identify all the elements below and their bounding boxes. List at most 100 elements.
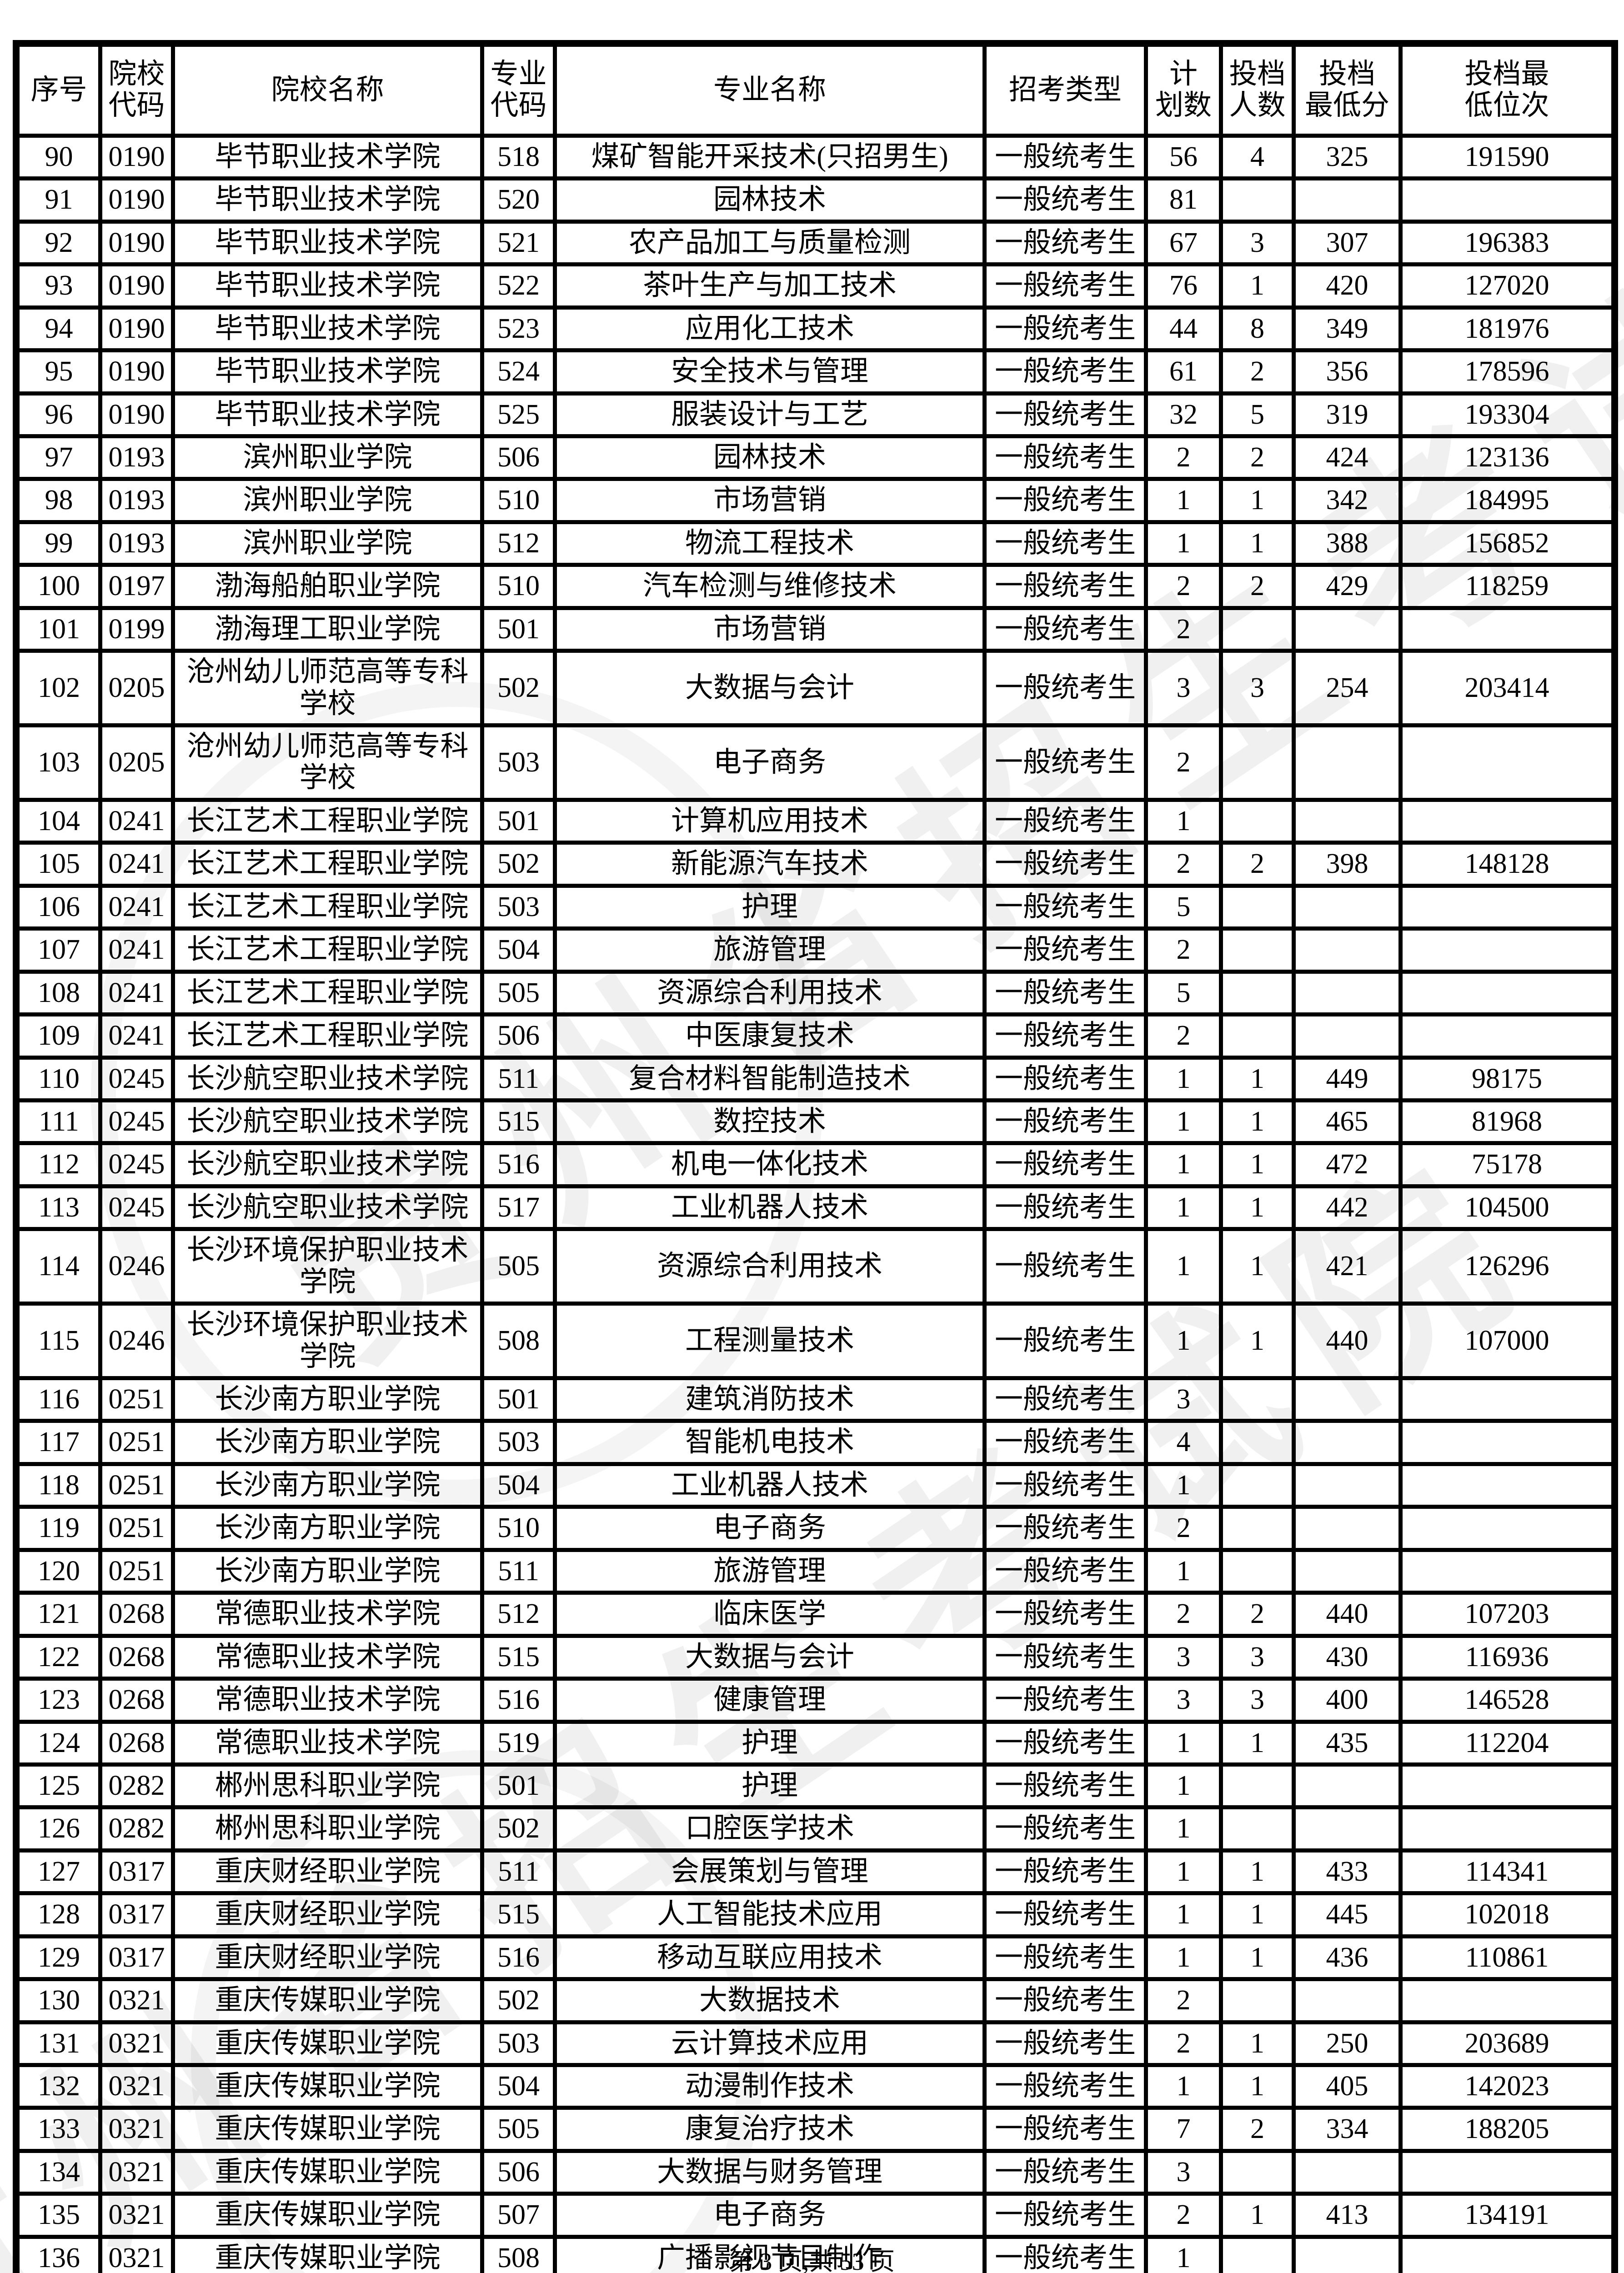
cell-exam_type: 一般统考生 bbox=[982, 2148, 1148, 2196]
cell-major_name: 应用化工技术 bbox=[553, 305, 987, 353]
cell-seq: 106 bbox=[14, 883, 102, 931]
cell-college_name: 长沙环境保护职业技术学院 bbox=[171, 1227, 484, 1306]
cell-college_name: 重庆传媒职业学院 bbox=[171, 2234, 484, 2273]
cell-college_code: 0321 bbox=[98, 2192, 175, 2239]
cell-exam_type: 一般统考生 bbox=[982, 1805, 1148, 1852]
cell-college_name: 重庆传媒职业学院 bbox=[171, 2148, 484, 2196]
cell-min_rank bbox=[1398, 2148, 1617, 2196]
cell-college_name: 常德职业技术学院 bbox=[171, 1633, 484, 1681]
cell-major_name: 新能源汽车技术 bbox=[553, 841, 987, 888]
cell-college_code: 0268 bbox=[98, 1633, 175, 1681]
table-row: 120 0251 长沙南方职业学院 511 旅游管理 一般统考生 1 bbox=[14, 1547, 1617, 1595]
cell-college_name: 长江艺术工程职业学院 bbox=[171, 1012, 484, 1060]
column-header-exam_type: 招考类型 bbox=[982, 41, 1148, 138]
cell-major_code: 518 bbox=[480, 133, 557, 181]
cell-filed_count bbox=[1219, 1805, 1296, 1852]
cell-major_code: 503 bbox=[480, 2020, 557, 2068]
cell-filed_count bbox=[1219, 1977, 1296, 2024]
cell-college_name: 沧州幼儿师范高等专科学校 bbox=[171, 723, 484, 802]
cell-plan_count: 44 bbox=[1144, 305, 1223, 353]
cell-filed_count: 1 bbox=[1219, 1934, 1296, 1982]
cell-plan_count: 1 bbox=[1144, 1302, 1223, 1380]
cell-min_rank: 188205 bbox=[1398, 2106, 1617, 2153]
cell-min_score: 349 bbox=[1292, 305, 1403, 353]
cell-min_score bbox=[1292, 176, 1403, 224]
cell-min_score bbox=[1292, 723, 1403, 802]
cell-min_rank bbox=[1398, 797, 1617, 845]
cell-plan_count: 2 bbox=[1144, 2192, 1223, 2239]
cell-min_rank: 114341 bbox=[1398, 1848, 1617, 1896]
cell-min_score: 440 bbox=[1292, 1302, 1403, 1380]
cell-exam_type: 一般统考生 bbox=[982, 926, 1148, 974]
cell-plan_count: 5 bbox=[1144, 883, 1223, 931]
cell-college_name: 重庆传媒职业学院 bbox=[171, 2063, 484, 2110]
cell-exam_type: 一般统考生 bbox=[982, 883, 1148, 931]
cell-min_rank: 127020 bbox=[1398, 262, 1617, 310]
cell-major_name: 物流工程技术 bbox=[553, 520, 987, 567]
cell-major_code: 519 bbox=[480, 1719, 557, 1767]
table-row: 117 0251 长沙南方职业学院 503 智能机电技术 一般统考生 4 bbox=[14, 1419, 1617, 1466]
cell-min_score: 435 bbox=[1292, 1719, 1403, 1767]
cell-college_code: 0321 bbox=[98, 2106, 175, 2153]
column-header-seq: 序号 bbox=[14, 41, 102, 138]
cell-college_code: 0193 bbox=[98, 434, 175, 481]
cell-filed_count bbox=[1219, 1419, 1296, 1466]
cell-major_code: 524 bbox=[480, 348, 557, 396]
cell-filed_count bbox=[1219, 1376, 1296, 1423]
cell-filed_count: 1 bbox=[1219, 1055, 1296, 1102]
cell-plan_count: 1 bbox=[1144, 1098, 1223, 1146]
cell-plan_count: 1 bbox=[1144, 1141, 1223, 1188]
table-row: 115 0246 长沙环境保护职业技术学院 508 工程测量技术 一般统考生 1 1 440 10… bbox=[14, 1302, 1617, 1380]
cell-college_code: 0246 bbox=[98, 1227, 175, 1306]
cell-min_score: 420 bbox=[1292, 262, 1403, 310]
cell-seq: 121 bbox=[14, 1591, 102, 1638]
cell-major_name: 资源综合利用技术 bbox=[553, 969, 987, 1017]
cell-seq: 119 bbox=[14, 1505, 102, 1552]
cell-college_name: 长江艺术工程职业学院 bbox=[171, 926, 484, 974]
cell-min_rank bbox=[1398, 1505, 1617, 1552]
cell-major_name: 护理 bbox=[553, 1762, 987, 1810]
cell-college_name: 长沙南方职业学院 bbox=[171, 1505, 484, 1552]
cell-filed_count: 1 bbox=[1219, 1891, 1296, 1938]
table-row: 101 0199 渤海理工职业学院 501 市场营销 一般统考生 2 bbox=[14, 606, 1617, 653]
cell-college_code: 0245 bbox=[98, 1055, 175, 1102]
cell-major_code: 517 bbox=[480, 1184, 557, 1232]
cell-plan_count: 67 bbox=[1144, 219, 1223, 267]
cell-min_score: 398 bbox=[1292, 841, 1403, 888]
cell-major_name: 安全技术与管理 bbox=[553, 348, 987, 396]
cell-filed_count bbox=[1219, 883, 1296, 931]
cell-seq: 128 bbox=[14, 1891, 102, 1938]
table-row: 104 0241 长江艺术工程职业学院 501 计算机应用技术 一般统考生 1 bbox=[14, 797, 1617, 845]
cell-min_score: 424 bbox=[1292, 434, 1403, 481]
cell-college_name: 重庆财经职业学院 bbox=[171, 1934, 484, 1982]
cell-filed_count bbox=[1219, 723, 1296, 802]
cell-college_name: 长沙环境保护职业技术学院 bbox=[171, 1302, 484, 1380]
cell-plan_count: 1 bbox=[1144, 1184, 1223, 1232]
cell-min_rank bbox=[1398, 1012, 1617, 1060]
cell-college_code: 0190 bbox=[98, 176, 175, 224]
cell-seq: 129 bbox=[14, 1934, 102, 1982]
cell-seq: 124 bbox=[14, 1719, 102, 1767]
cell-exam_type: 一般统考生 bbox=[982, 1977, 1148, 2024]
cell-plan_count: 61 bbox=[1144, 348, 1223, 396]
cell-college_code: 0190 bbox=[98, 391, 175, 438]
cell-min_rank: 110861 bbox=[1398, 1934, 1617, 1982]
cell-filed_count: 2 bbox=[1219, 841, 1296, 888]
cell-min_rank bbox=[1398, 969, 1617, 1017]
cell-college_name: 重庆传媒职业学院 bbox=[171, 2020, 484, 2068]
cell-college_code: 0268 bbox=[98, 1719, 175, 1767]
cell-min_score bbox=[1292, 2148, 1403, 2196]
cell-filed_count: 3 bbox=[1219, 649, 1296, 727]
cell-college_name: 毕节职业技术学院 bbox=[171, 391, 484, 438]
cell-min_score: 325 bbox=[1292, 133, 1403, 181]
cell-plan_count: 1 bbox=[1144, 477, 1223, 524]
cell-college_code: 0205 bbox=[98, 723, 175, 802]
cell-college_code: 0197 bbox=[98, 563, 175, 610]
cell-plan_count: 2 bbox=[1144, 841, 1223, 888]
cell-major_name: 市场营销 bbox=[553, 477, 987, 524]
cell-college_name: 郴州思科职业学院 bbox=[171, 1762, 484, 1810]
cell-college_name: 长江艺术工程职业学院 bbox=[171, 883, 484, 931]
cell-college_name: 长江艺术工程职业学院 bbox=[171, 969, 484, 1017]
cell-major_name: 建筑消防技术 bbox=[553, 1376, 987, 1423]
